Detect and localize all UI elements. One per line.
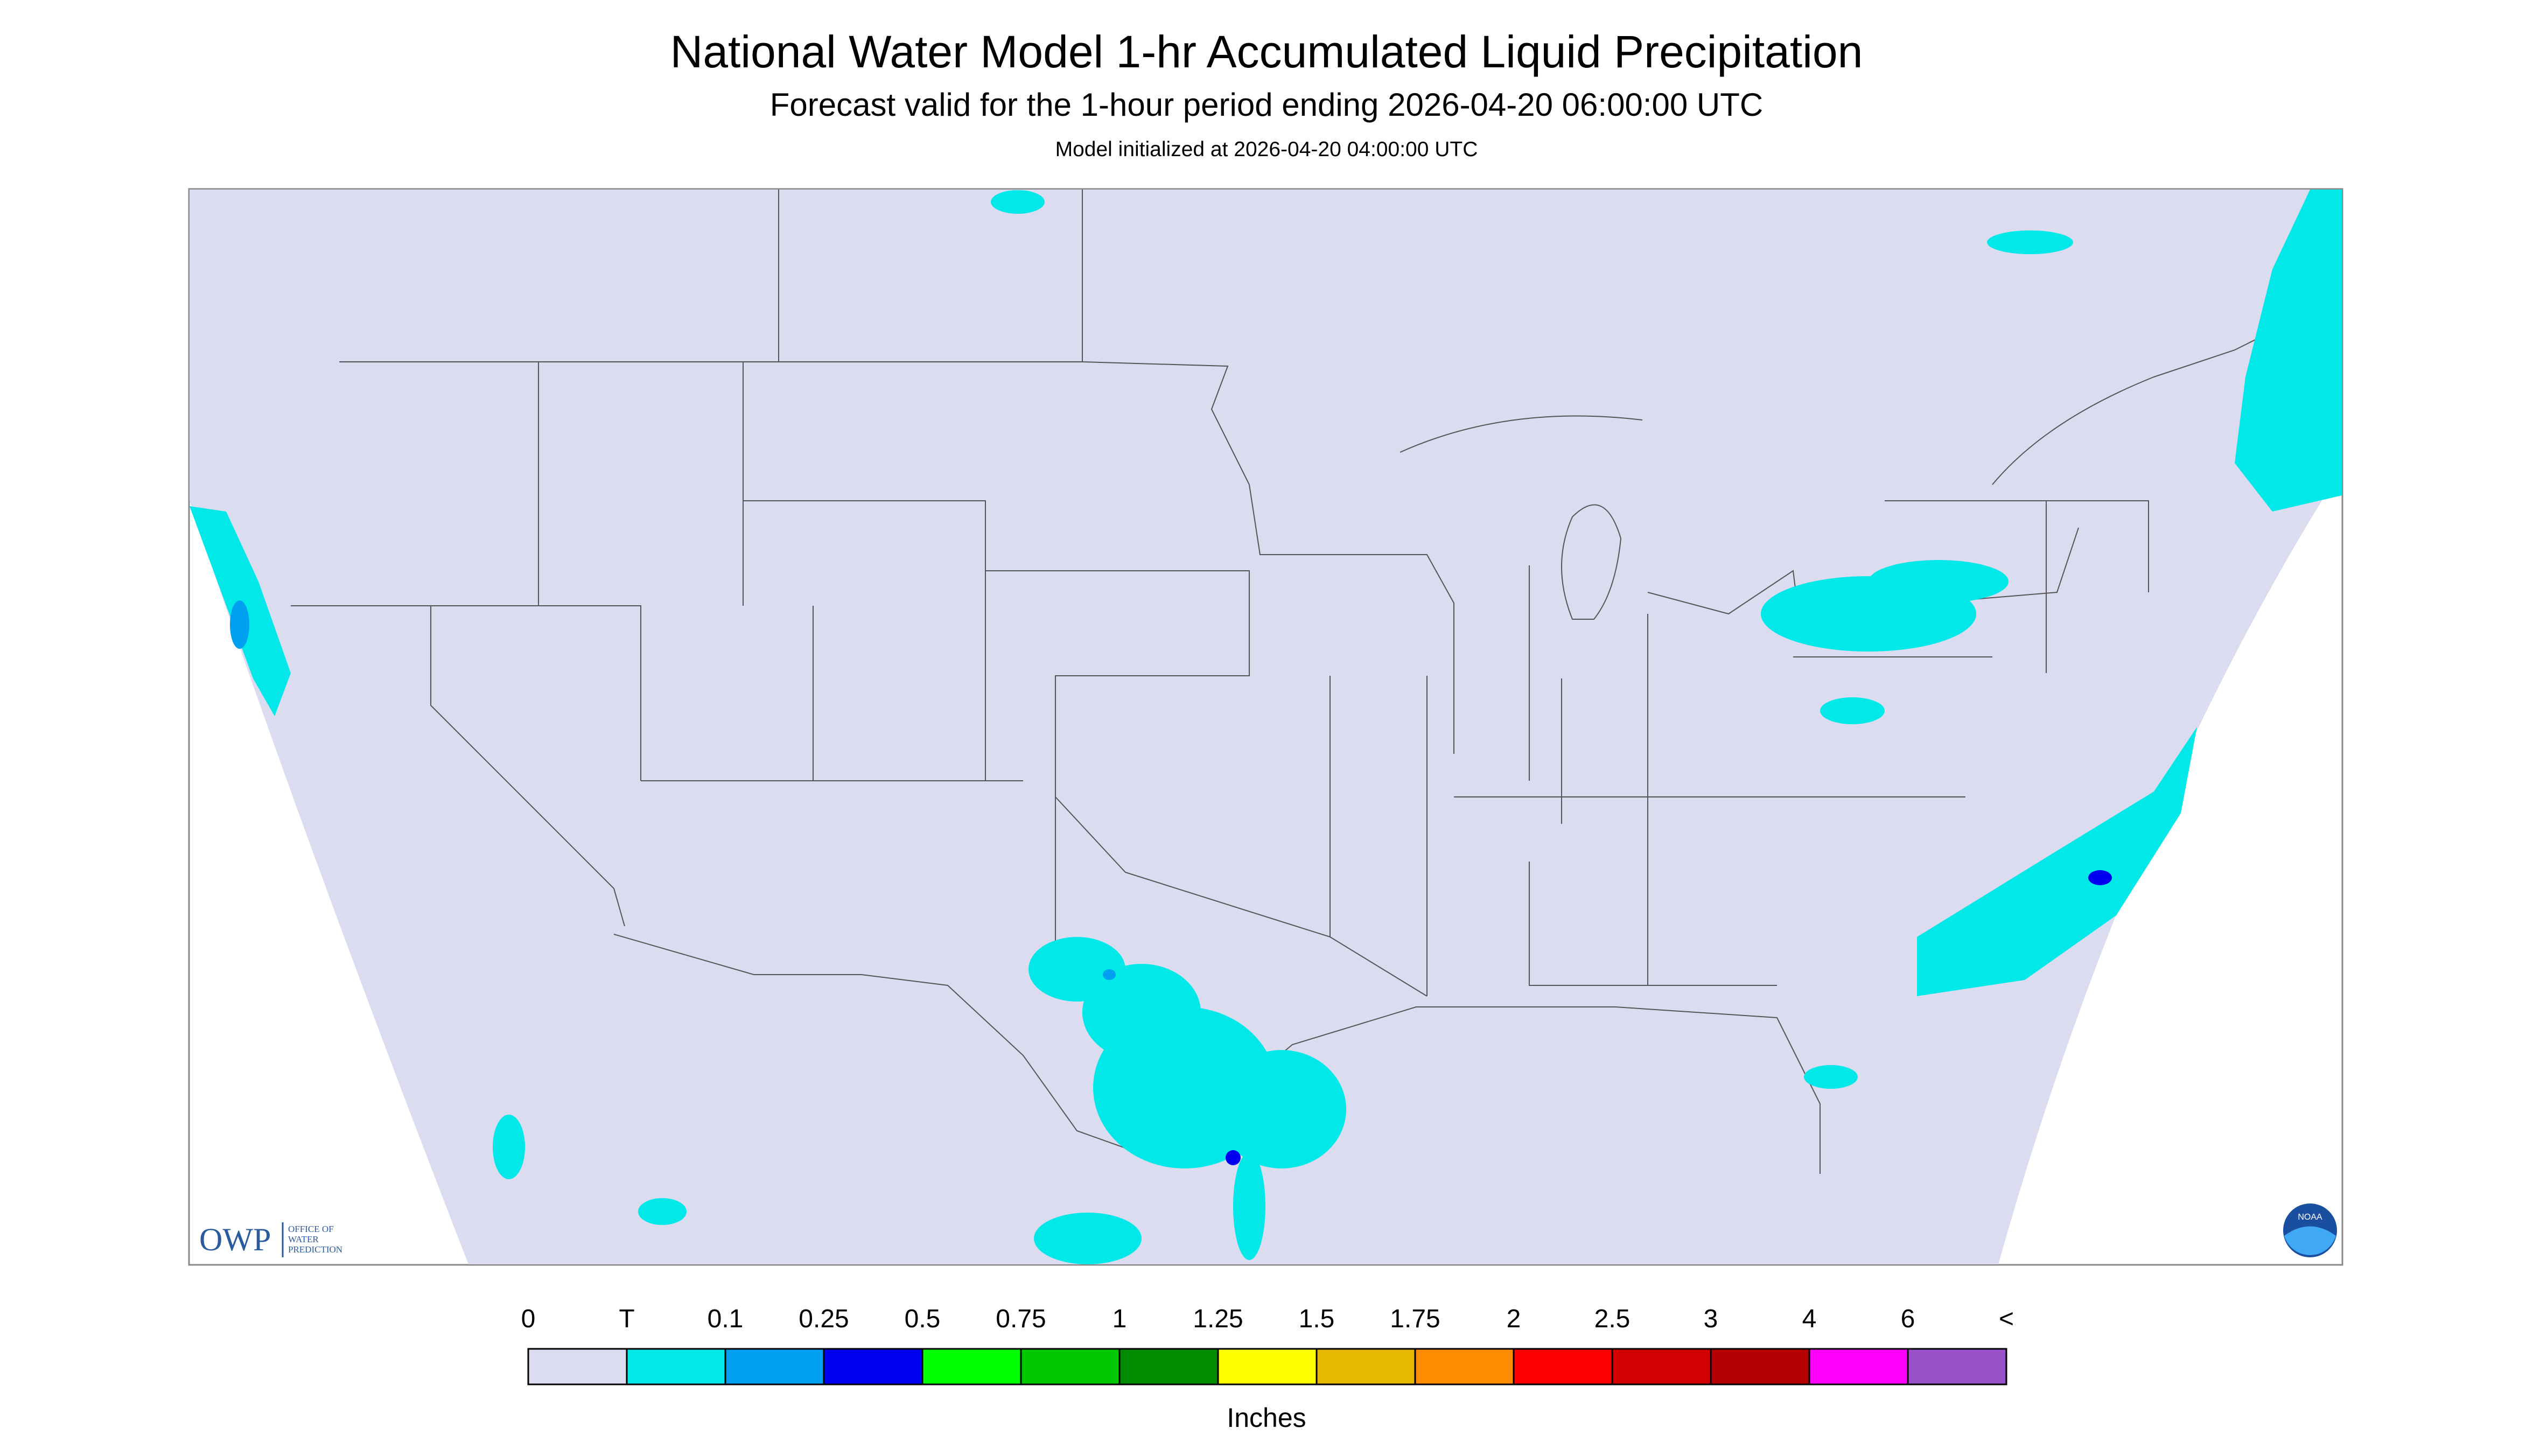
colorbar-box bbox=[1710, 1348, 1810, 1385]
colorbar-box bbox=[527, 1348, 628, 1385]
badge-text: NOAA bbox=[2298, 1213, 2322, 1222]
colorbar-box bbox=[1907, 1348, 2007, 1385]
colorbar-label: 1 bbox=[1112, 1305, 1127, 1333]
colorbar-label: 1.5 bbox=[1299, 1305, 1335, 1333]
map: OWP OFFICE OF WATER PREDICTION NOAA bbox=[188, 188, 2343, 1266]
state-lines bbox=[291, 190, 2332, 1174]
noaa-badge: NOAA bbox=[2283, 1203, 2337, 1257]
colorbar-label: 0.25 bbox=[799, 1305, 849, 1333]
colorbar: 0 T 0.1 0.25 0.5 0.75 1 1.25 1.5 1.75 2 2.5 3 4 6 < bbox=[521, 1305, 2014, 1385]
colorbar-box bbox=[1513, 1348, 1613, 1385]
colorbar-box bbox=[1611, 1348, 1712, 1385]
colorbar-box bbox=[1414, 1348, 1515, 1385]
colorbar-label: 0.75 bbox=[996, 1305, 1046, 1333]
title: National Water Model 1-hr Accumulated Li… bbox=[670, 26, 1863, 77]
colorbar-label: 0 bbox=[521, 1305, 536, 1333]
colorbar-box bbox=[823, 1348, 923, 1385]
colorbar-box bbox=[921, 1348, 1022, 1385]
precip-areas bbox=[190, 190, 2342, 1264]
colorbar-box bbox=[1118, 1348, 1219, 1385]
colorbar-label: 0.5 bbox=[905, 1305, 941, 1333]
colorbar-label: 2.5 bbox=[1594, 1305, 1631, 1333]
colorbar-unit: Inches bbox=[1227, 1403, 1306, 1433]
colorbar-label: 6 bbox=[1901, 1305, 1915, 1333]
colorbar-label: 4 bbox=[1802, 1305, 1817, 1333]
colorbar-box bbox=[1020, 1348, 1121, 1385]
colorbar-box bbox=[1217, 1348, 1318, 1385]
owp-logo: OWP OFFICE OF WATER PREDICTION bbox=[199, 1222, 342, 1257]
colorbar-box bbox=[724, 1348, 825, 1385]
colorbar-label: < bbox=[1999, 1305, 2014, 1333]
logo-text: OWP bbox=[199, 1222, 271, 1257]
colorbar-box bbox=[626, 1348, 726, 1385]
colorbar-box bbox=[1316, 1348, 1416, 1385]
init-note: Model initialized at 2026-04-20 04:00:00… bbox=[1055, 138, 1478, 161]
colorbar-box bbox=[1808, 1348, 1909, 1385]
colorbar-label: 3 bbox=[1704, 1305, 1718, 1333]
colorbar-label: 1.25 bbox=[1193, 1305, 1243, 1333]
logo-line: PREDICTION bbox=[288, 1244, 342, 1255]
colorbar-label: 2 bbox=[1507, 1305, 1521, 1333]
colorbar-label: T bbox=[619, 1305, 634, 1333]
subtitle: Forecast valid for the 1-hour period end… bbox=[770, 87, 1763, 123]
logo-line: WATER bbox=[288, 1234, 319, 1244]
logo-line: OFFICE OF bbox=[288, 1224, 334, 1234]
model-domain bbox=[190, 190, 2342, 1264]
colorbar-label: 1.75 bbox=[1390, 1305, 1440, 1333]
colorbar-label: 0.1 bbox=[708, 1305, 744, 1333]
